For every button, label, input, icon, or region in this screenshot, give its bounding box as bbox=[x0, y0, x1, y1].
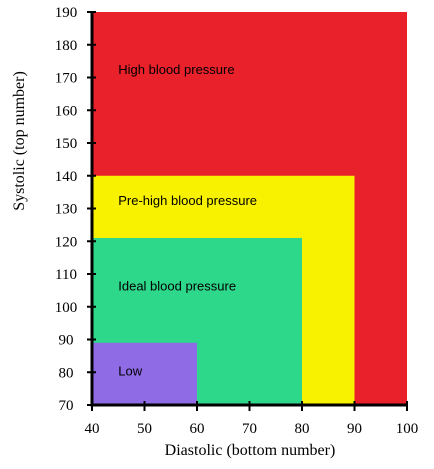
y-tick-label-170: 170 bbox=[55, 71, 78, 87]
regions-layer bbox=[92, 12, 407, 405]
y-tick-label-130: 130 bbox=[55, 202, 78, 218]
y-tick-label-110: 110 bbox=[55, 267, 77, 283]
region-low bbox=[92, 342, 197, 405]
x-tick-label-40: 40 bbox=[85, 421, 100, 437]
region-label-high-blood-pressure: High blood pressure bbox=[118, 62, 234, 77]
y-tick-label-150: 150 bbox=[55, 136, 78, 152]
x-tick-label-60: 60 bbox=[190, 421, 205, 437]
labels-layer: High blood pressure Pre-high blood pressu… bbox=[118, 62, 257, 378]
y-axis-title: Systolic (top number) bbox=[11, 71, 28, 211]
x-tick-label-100: 100 bbox=[396, 421, 419, 437]
x-tick-label-50: 50 bbox=[137, 421, 152, 437]
x-tick-label-70: 70 bbox=[242, 421, 257, 437]
y-tick-label-100: 100 bbox=[55, 300, 78, 316]
y-tick-label-70: 70 bbox=[59, 398, 74, 414]
axes-layer: 70 80 90 100 110 120 130 140 150 160 170 180 190 40 50… bbox=[55, 5, 419, 437]
y-tick-label-140: 140 bbox=[55, 169, 78, 185]
y-tick-label-120: 120 bbox=[55, 234, 78, 250]
y-tick-label-160: 160 bbox=[55, 103, 78, 119]
y-tick-label-190: 190 bbox=[55, 5, 78, 21]
region-label-low: Low bbox=[118, 364, 142, 379]
x-tick-label-90: 90 bbox=[347, 421, 362, 437]
x-axis-title: Diastolic (bottom number) bbox=[165, 442, 336, 459]
region-label-pre-high-blood-pressure: Pre-high blood pressure bbox=[118, 193, 257, 208]
y-tick-label-90: 90 bbox=[59, 333, 74, 349]
y-tick-label-80: 80 bbox=[59, 365, 74, 381]
y-tick-label-180: 180 bbox=[55, 38, 78, 54]
x-tick-label-80: 80 bbox=[295, 421, 310, 437]
region-label-ideal-blood-pressure: Ideal blood pressure bbox=[118, 278, 236, 293]
